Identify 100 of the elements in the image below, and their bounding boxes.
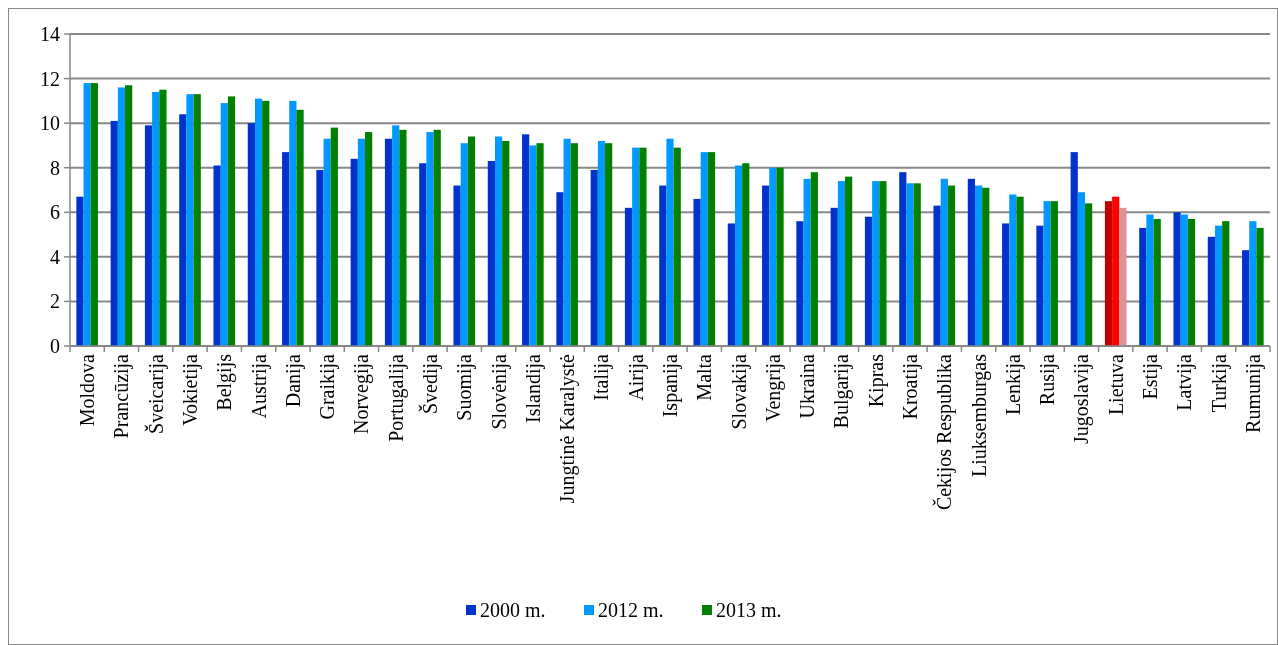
x-tick-label: Graikija [316,353,340,420]
bar [906,183,914,346]
bar [556,192,564,346]
x-tick-label: Suomija [453,353,477,421]
x-tick-label: Jugoslavija [1070,353,1094,444]
x-tick-label: Ispanija [659,353,682,418]
x-tick-label: Liuksemburgas [967,353,991,477]
bar [872,181,880,346]
bar [502,140,510,346]
bar [179,114,187,346]
bar [262,100,270,346]
bar [666,138,674,346]
bar [227,96,236,346]
bar [1256,227,1264,346]
bar [967,178,975,346]
bar [803,178,811,346]
bar [632,147,640,346]
bar [1016,196,1024,346]
x-tick-label: Slovėnija [487,353,511,430]
bar [864,216,873,346]
bar [90,83,98,346]
bar [639,147,647,346]
x-tick-label: Švedija [418,353,442,414]
bar [605,143,613,346]
bar [1207,236,1215,346]
bar [830,207,838,346]
y-tick-label: 4 [50,245,60,268]
bar [384,138,393,346]
x-tick-label: Kroatija [899,353,922,420]
bar [330,127,338,346]
bar [913,183,921,346]
x-tick-label: Lenkija [1001,353,1025,416]
bar [1249,221,1257,346]
bar [570,143,578,346]
bar [845,176,853,346]
bar [810,172,818,346]
x-tick-label: Estija [1139,353,1162,400]
bar [296,109,304,346]
bar [1139,227,1147,346]
x-tick-label: Italija [590,353,614,401]
y-tick-label: 14 [40,23,60,45]
bar [1050,201,1058,346]
bar [144,125,153,346]
bar [494,136,503,346]
bar [742,163,750,346]
x-tick-label: Austrija [247,353,271,419]
bar [110,120,118,346]
x-tick-label: Latvija [1173,353,1197,411]
y-tick-label: 8 [50,156,60,179]
bar [590,169,598,346]
legend-label: 2013 m. [716,599,782,621]
bar [1002,223,1010,346]
bar [762,185,770,346]
bar [659,185,667,346]
x-tick-label: Šveicarija [143,353,168,434]
bar [1036,225,1044,346]
bar [453,185,461,346]
bar [707,152,716,346]
bar [399,129,407,346]
bar [1070,152,1078,346]
bar [76,196,84,346]
x-tick-label: Ukraina [796,353,819,419]
x-tick-label: Malta [693,353,716,401]
bar [1187,218,1196,346]
bar [796,221,804,346]
bar [879,181,887,346]
x-tick-label: Prancūzija [110,353,134,439]
x-tick-label: Rusija [1036,353,1060,406]
bar [1214,225,1223,346]
legend-label: 2012 m. [598,599,664,621]
bar [769,167,777,346]
bar [117,87,126,346]
y-tick-label: 10 [40,112,60,135]
bar [365,132,373,346]
bar [1104,201,1113,346]
x-tick-label: Jungtinė Karalystė [556,353,580,504]
y-tick-label: 12 [40,67,60,90]
bar [1222,221,1230,346]
bar [693,198,701,346]
y-tick-label: 6 [50,201,60,224]
bar [563,138,571,346]
bar [392,125,400,346]
x-tick-label: Rumunija [1241,353,1265,433]
x-tick-label: Vokietija [179,353,202,426]
bar [1085,203,1093,346]
bar [940,178,948,346]
legend-label: 2000 m. [480,599,546,621]
bar [289,100,297,346]
bar [186,94,194,346]
bar [529,145,537,346]
bar [247,123,255,346]
x-tick-label: Airija [624,353,648,401]
bar [1153,218,1161,346]
bar [1043,201,1051,346]
bar [734,165,743,346]
bar [1180,214,1188,346]
bar [193,94,201,346]
bar [1242,250,1250,346]
bar [673,147,681,346]
bar [357,138,366,346]
